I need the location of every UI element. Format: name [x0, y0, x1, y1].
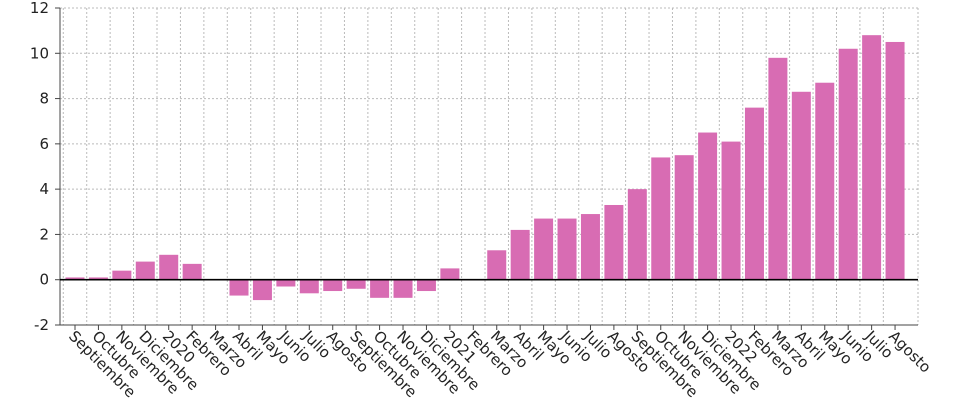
bar	[721, 141, 741, 280]
bar	[135, 261, 155, 280]
bar	[487, 250, 507, 280]
bar	[252, 279, 272, 301]
x-tick-labels: SeptiembreOctubreNoviembreDiciembre2020F…	[65, 326, 934, 401]
y-tick-label: 10	[30, 44, 49, 62]
bar	[182, 263, 202, 280]
bar	[65, 277, 85, 280]
y-tick-label: 6	[39, 135, 49, 153]
bar	[651, 157, 671, 280]
bar	[416, 279, 436, 292]
y-tick-label: 12	[30, 0, 49, 17]
bar	[534, 218, 554, 280]
bar	[112, 270, 132, 280]
bar	[440, 268, 460, 280]
bar	[510, 229, 530, 280]
y-tick-labels: -2 0 2 4 6 8 10 12	[30, 0, 49, 334]
bar	[299, 279, 319, 294]
bar	[88, 277, 108, 280]
bar	[557, 218, 577, 280]
axes	[55, 7, 918, 330]
y-tick-label: 0	[39, 271, 49, 289]
bar	[370, 279, 390, 298]
bar	[674, 155, 694, 280]
bar	[393, 279, 413, 298]
y-tick-label: 8	[39, 90, 49, 108]
bar	[838, 48, 858, 280]
bar	[627, 189, 647, 280]
bar	[276, 279, 296, 287]
grid-lines	[60, 7, 919, 326]
bar	[862, 35, 882, 280]
bar	[159, 254, 179, 280]
bar	[346, 279, 366, 289]
bar	[744, 107, 764, 280]
bar	[885, 41, 905, 280]
bar	[815, 82, 835, 280]
y-tick-label: -2	[34, 316, 49, 334]
bar	[580, 214, 600, 280]
bars	[60, 35, 918, 301]
bar	[323, 279, 343, 292]
y-tick-label: 4	[39, 180, 49, 198]
y-tick-label: 2	[39, 225, 49, 243]
bar	[604, 204, 624, 280]
bar	[229, 279, 249, 296]
bar	[768, 57, 788, 280]
bar	[698, 132, 718, 280]
bar	[791, 91, 811, 280]
